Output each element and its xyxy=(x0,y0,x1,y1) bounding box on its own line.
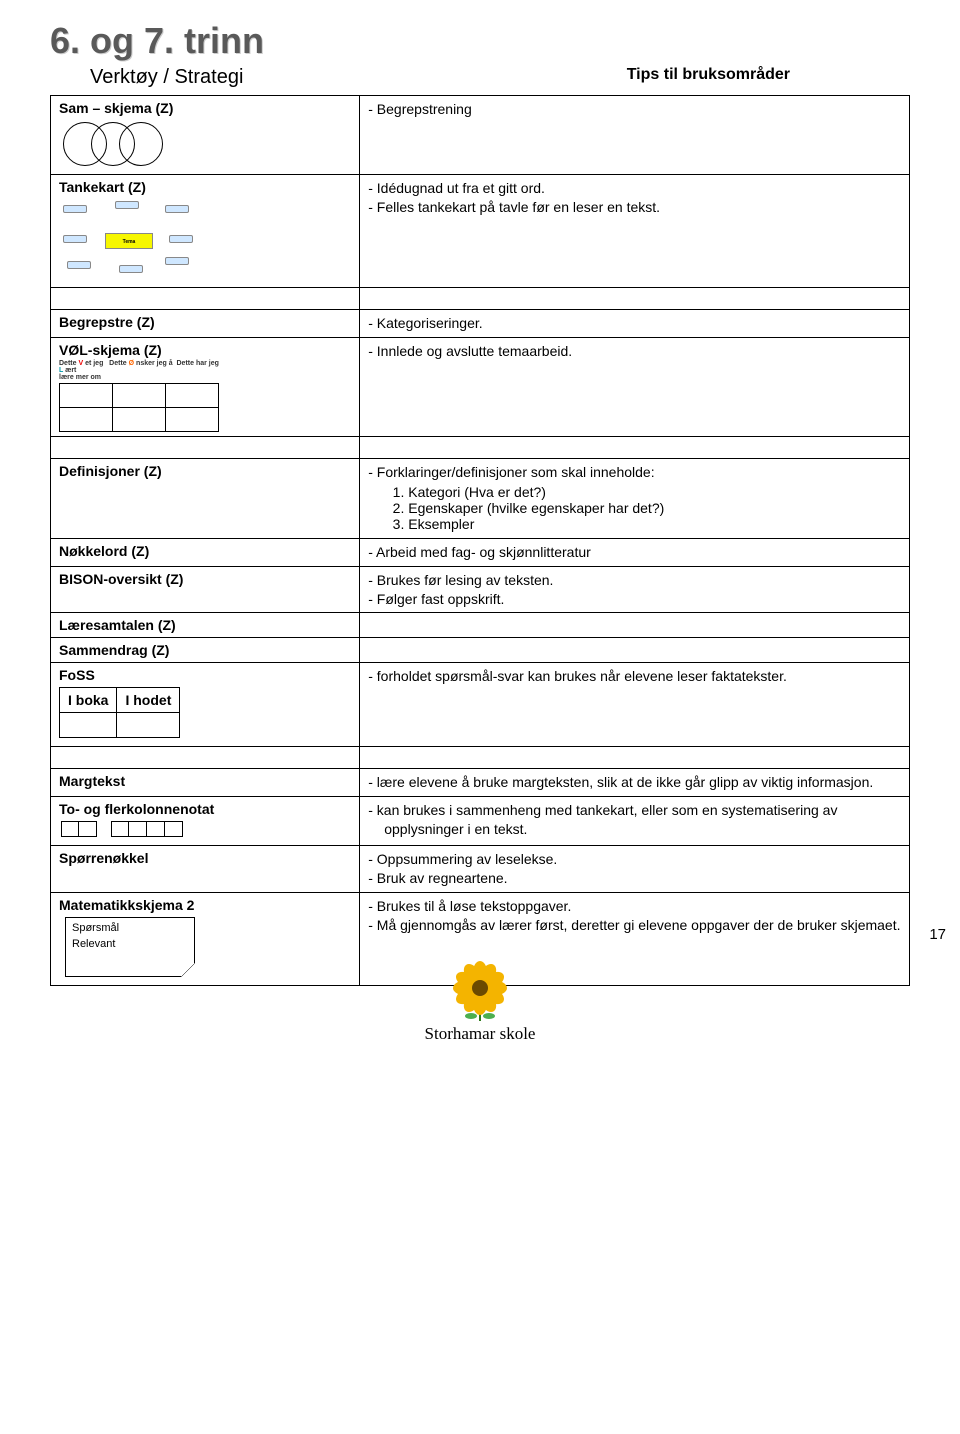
begrepstre-tips: Kategoriseringer. xyxy=(360,310,910,338)
sammendrag-cell: Sammendrag (Z) xyxy=(51,638,360,663)
sunflower-icon xyxy=(453,961,507,1015)
definisjoner-label: Definisjoner (Z) xyxy=(59,463,162,479)
tip: Brukes før lesing av teksten. xyxy=(368,571,901,590)
margtekst-label: Margtekst xyxy=(59,773,125,789)
strategy-table: Sam – skjema (Z) Begrepstrening Tankekar… xyxy=(50,95,910,986)
vol-cell: VØL-skjema (Z) Dette V et jeg Dette Ø ns… xyxy=(51,337,360,436)
tip: Felles tankekart på tavle før en leser e… xyxy=(368,198,901,217)
laeresamtalen-cell: Læresamtalen (Z) xyxy=(51,613,360,638)
sporren-tips: Oppsummering av leselekse. Bruk av regne… xyxy=(360,846,910,893)
sam-skjema-cell: Sam – skjema (Z) xyxy=(51,96,360,175)
margtekst-cell: Margtekst xyxy=(51,769,360,797)
tankekart-cell: Tankekart (Z) Tema xyxy=(51,175,360,288)
foss-col2: I hodet xyxy=(117,688,180,713)
page-title: 6. og 7. trinn xyxy=(50,20,910,62)
left-col-header: Verktøy / Strategi xyxy=(90,66,243,89)
column-notation-icon xyxy=(61,821,351,837)
school-name: Storhamar skole xyxy=(50,1024,910,1044)
sammendrag-label: Sammendrag (Z) xyxy=(59,642,169,658)
tip: Idédugnad ut fra et gitt ord. xyxy=(368,179,901,198)
nokkelord-tips: Arbeid med fag- og skjønnlitteratur xyxy=(360,538,910,566)
vol-label: VØL-skjema (Z) xyxy=(59,342,162,358)
bison-label: BISON-oversikt (Z) xyxy=(59,571,183,587)
tokol-label: To- og flerkolonnenotat xyxy=(59,801,214,817)
foss-mini-table: I boka I hodet xyxy=(59,687,180,738)
tip: Eksempler xyxy=(408,516,901,532)
venn-diagram-icon xyxy=(59,120,169,170)
tip: Brukes til å løse tekstoppgaver. xyxy=(368,897,901,916)
foss-tips: forholdet spørsmål-svar kan brukes når e… xyxy=(360,663,910,747)
mindmap-icon: Tema xyxy=(59,199,199,279)
nokkelord-label: Nøkkelord (Z) xyxy=(59,543,149,559)
sam-skjema-label: Sam – skjema (Z) xyxy=(59,100,173,116)
tip: Begrepstrening xyxy=(368,100,901,119)
tip: Innlede og avslutte temaarbeid. xyxy=(368,342,901,361)
column-headers: Verktøy / Strategi Tips til bruksområder xyxy=(50,66,910,89)
sporren-label: Spørrenøkkel xyxy=(59,850,148,866)
tokol-cell: To- og flerkolonnenotat xyxy=(51,797,360,846)
laeresamtalen-label: Læresamtalen (Z) xyxy=(59,617,176,633)
right-col-header: Tips til bruksområder xyxy=(627,66,790,89)
nokkelord-cell: Nøkkelord (Z) xyxy=(51,538,360,566)
sporren-cell: Spørrenøkkel xyxy=(51,846,360,893)
sammendrag-tips xyxy=(360,638,910,663)
tip: lære elevene å bruke margteksten, slik a… xyxy=(368,773,901,792)
matte2-label: Matematikkskjema 2 xyxy=(59,897,194,913)
tip: Må gjennomgås av lærer først, deretter g… xyxy=(368,916,901,935)
sticky-note-icon: Spørsmål Relevant xyxy=(65,917,195,977)
begrepstre-cell: Begrepstre (Z) xyxy=(51,310,360,338)
tip: Bruk av regneartene. xyxy=(368,869,901,888)
tip: Følger fast oppskrift. xyxy=(368,590,901,609)
note-line-1: Spørsmål xyxy=(72,922,188,934)
tankekart-label: Tankekart (Z) xyxy=(59,179,146,195)
tip: forholdet spørsmål-svar kan brukes når e… xyxy=(368,667,901,686)
definisjoner-cell: Definisjoner (Z) xyxy=(51,458,360,538)
tankekart-tips: Idédugnad ut fra et gitt ord. Felles tan… xyxy=(360,175,910,288)
definisjoner-tips: Forklaringer/definisjoner som skal inneh… xyxy=(360,458,910,538)
tokol-tips: kan brukes i sammenheng med tankekart, e… xyxy=(360,797,910,846)
tip: Egenskaper (hvilke egenskaper har det?) xyxy=(408,500,901,516)
bison-cell: BISON-oversikt (Z) xyxy=(51,566,360,613)
note-line-2: Relevant xyxy=(72,938,188,950)
vol-mini-table-icon: Dette V et jeg Dette Ø nsker jeg å Dette… xyxy=(59,360,219,432)
mindmap-center: Tema xyxy=(105,233,153,249)
foss-label: FoSS xyxy=(59,667,95,683)
laeresamtalen-tips xyxy=(360,613,910,638)
tip: kan brukes i sammenheng med tankekart, e… xyxy=(368,801,901,839)
tip-intro: Forklaringer/definisjoner som skal inneh… xyxy=(368,463,901,482)
tip: Kategoriseringer. xyxy=(368,314,901,333)
margtekst-tips: lære elevene å bruke margteksten, slik a… xyxy=(360,769,910,797)
vol-tips: Innlede og avslutte temaarbeid. xyxy=(360,337,910,436)
foss-col1: I boka xyxy=(60,688,117,713)
begrepstre-label: Begrepstre (Z) xyxy=(59,314,155,330)
sam-skjema-tips: Begrepstrening xyxy=(360,96,910,175)
foss-cell: FoSS I boka I hodet xyxy=(51,663,360,747)
tip: Oppsummering av leselekse. xyxy=(368,850,901,869)
bison-tips: Brukes før lesing av teksten. Følger fas… xyxy=(360,566,910,613)
tip: Kategori (Hva er det?) xyxy=(408,484,901,500)
tip: Arbeid med fag- og skjønnlitteratur xyxy=(368,543,901,562)
